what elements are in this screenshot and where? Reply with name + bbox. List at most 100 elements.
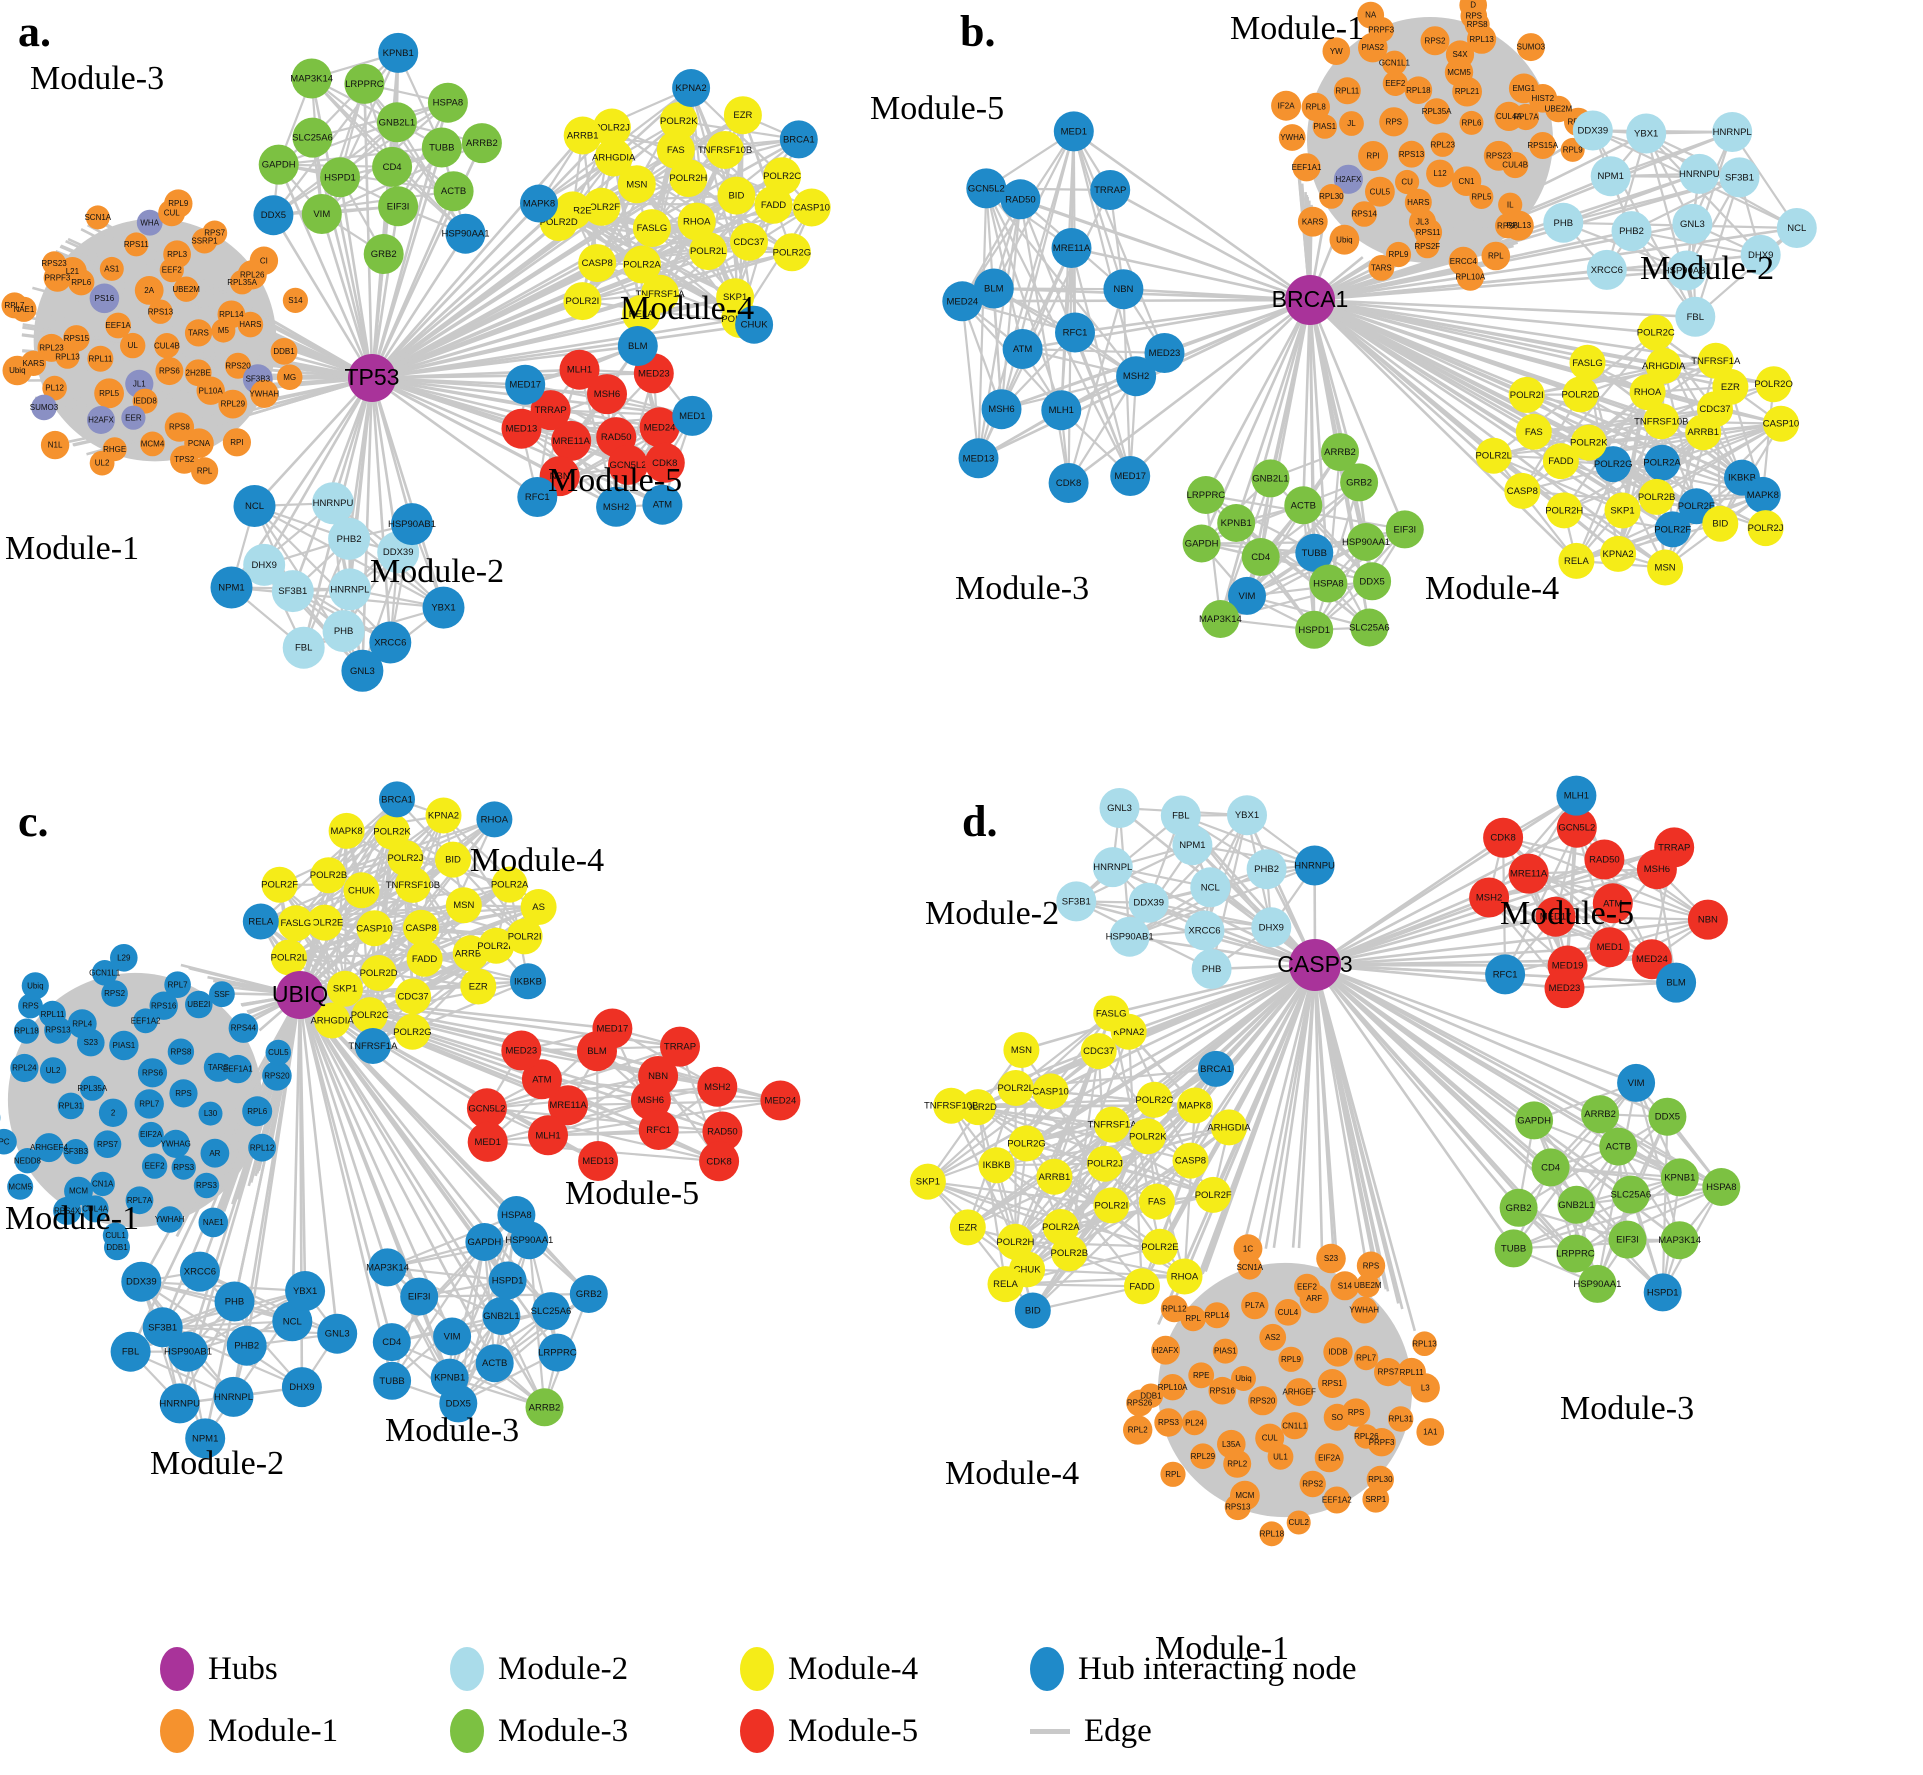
node-circle[interactable] xyxy=(281,1367,322,1408)
node-circle[interactable] xyxy=(1014,1292,1051,1329)
node-circle[interactable] xyxy=(372,146,413,187)
module-1-node[interactable] xyxy=(63,1139,89,1165)
network-node[interactable]: HSPA8 xyxy=(497,1196,536,1234)
module-1-node[interactable] xyxy=(1368,255,1395,281)
node-circle[interactable] xyxy=(421,127,462,168)
network-node[interactable]: RELA xyxy=(987,1266,1024,1303)
node-circle[interactable] xyxy=(521,1059,562,1100)
network-node[interactable]: CDK8 xyxy=(699,1141,740,1182)
module-1-node[interactable] xyxy=(171,1155,196,1180)
module-1-node[interactable] xyxy=(1503,210,1534,241)
network-node[interactable]: POLR2I xyxy=(563,282,602,321)
node-circle[interactable] xyxy=(1201,600,1240,638)
network-node[interactable]: FASLG xyxy=(1093,995,1130,1032)
network-node[interactable]: MED1 xyxy=(672,395,713,436)
network-node[interactable]: MED17 xyxy=(592,1008,633,1049)
module-1-node[interactable] xyxy=(91,960,118,986)
node-circle[interactable] xyxy=(445,887,482,924)
node-circle[interactable] xyxy=(378,32,419,73)
node-circle[interactable] xyxy=(730,222,768,261)
module-1-node[interactable] xyxy=(1231,1366,1256,1391)
node-circle[interactable] xyxy=(1051,228,1092,268)
node-circle[interactable] xyxy=(1246,849,1287,890)
network-node[interactable]: SF3B1 xyxy=(1056,881,1097,922)
node-circle[interactable] xyxy=(779,120,818,159)
network-node[interactable]: DDX39 xyxy=(121,1261,162,1302)
network-node[interactable]: EIF3I xyxy=(1608,1220,1647,1259)
module-1-node[interactable] xyxy=(1430,132,1455,157)
module-1-node[interactable] xyxy=(1333,77,1361,105)
node-circle[interactable] xyxy=(592,1008,633,1049)
module-1-node[interactable] xyxy=(105,312,131,339)
node-circle[interactable] xyxy=(1182,524,1221,563)
module-1-node[interactable] xyxy=(1395,169,1420,195)
module-1-node[interactable] xyxy=(198,1101,223,1126)
network-node[interactable]: BRCA1 xyxy=(779,120,818,159)
node-circle[interactable] xyxy=(1643,1273,1682,1312)
node-circle[interactable] xyxy=(677,202,716,241)
node-circle[interactable] xyxy=(1544,968,1585,1009)
module-1-node[interactable] xyxy=(1323,1486,1351,1514)
hub-circle[interactable] xyxy=(1285,275,1335,325)
module-1-node[interactable] xyxy=(1459,110,1484,135)
node-circle[interactable] xyxy=(1191,949,1232,989)
node-circle[interactable] xyxy=(344,63,385,104)
module-1-node[interactable] xyxy=(10,1053,39,1083)
node-circle[interactable] xyxy=(306,904,343,941)
node-circle[interactable] xyxy=(1086,1145,1123,1182)
node-circle[interactable] xyxy=(272,1301,313,1342)
module-1-node[interactable] xyxy=(1512,103,1540,131)
node-circle[interactable] xyxy=(792,188,831,227)
network-node[interactable]: SKP1 xyxy=(909,1163,946,1200)
node-circle[interactable] xyxy=(1546,492,1583,529)
node-circle[interactable] xyxy=(253,195,294,236)
module-1-node[interactable] xyxy=(198,1207,229,1238)
node-circle[interactable] xyxy=(142,1307,183,1348)
node-circle[interactable] xyxy=(1590,156,1631,197)
module-1-node[interactable] xyxy=(1350,1296,1378,1324)
node-circle[interactable] xyxy=(214,1281,255,1322)
module-1-node[interactable] xyxy=(1248,1386,1278,1416)
module-1-node[interactable] xyxy=(1374,1358,1403,1387)
node-circle[interactable] xyxy=(1295,610,1334,649)
network-node[interactable]: KPNB1 xyxy=(1217,504,1256,542)
node-circle[interactable] xyxy=(1110,456,1151,496)
node-circle[interactable] xyxy=(1002,329,1043,369)
module-1-node[interactable] xyxy=(1459,0,1487,19)
node-circle[interactable] xyxy=(1531,1148,1570,1187)
module-1-node[interactable] xyxy=(1160,1461,1186,1487)
network-node[interactable]: SKP1 xyxy=(1604,492,1641,529)
network-node[interactable]: AS xyxy=(520,889,557,925)
network-node[interactable]: POLR2J xyxy=(1086,1145,1123,1182)
network-node[interactable]: POLR2C xyxy=(1637,314,1675,351)
network-node[interactable]: MED17 xyxy=(1110,456,1151,496)
module-1-node[interactable] xyxy=(156,1206,183,1233)
node-circle[interactable] xyxy=(466,1088,507,1129)
module-1-node[interactable] xyxy=(1351,201,1377,227)
network-node[interactable]: NPM1 xyxy=(210,566,253,609)
network-node[interactable]: FAS xyxy=(1515,413,1552,450)
module-1-node[interactable] xyxy=(1330,1271,1360,1301)
node-circle[interactable] xyxy=(551,420,592,461)
network-node[interactable]: EZR xyxy=(949,1209,986,1246)
module-1-node[interactable] xyxy=(223,1054,252,1084)
node-circle[interactable] xyxy=(1003,1032,1040,1068)
module-1-node[interactable] xyxy=(1316,1243,1346,1274)
network-node[interactable]: EIF3I xyxy=(1385,510,1424,549)
network-node[interactable]: ARRB1 xyxy=(1036,1158,1073,1195)
module-1-node[interactable] xyxy=(1498,192,1523,217)
node-circle[interactable] xyxy=(1055,312,1095,353)
network-node[interactable]: CASP8 xyxy=(403,909,440,946)
module-1-node[interactable] xyxy=(87,406,115,434)
node-circle[interactable] xyxy=(1186,476,1225,514)
network-node[interactable]: GNB2L1 xyxy=(1557,1185,1596,1224)
node-circle[interactable] xyxy=(1535,896,1576,937)
network-node[interactable]: CASP8 xyxy=(578,244,617,283)
node-circle[interactable] xyxy=(760,1080,801,1121)
network-node[interactable]: NBN xyxy=(1103,269,1144,310)
module-1-node[interactable] xyxy=(79,1075,105,1101)
node-circle[interactable] xyxy=(1048,463,1089,503)
node-circle[interactable] xyxy=(1515,1101,1554,1140)
node-circle[interactable] xyxy=(497,1196,536,1234)
node-circle[interactable] xyxy=(478,927,515,964)
